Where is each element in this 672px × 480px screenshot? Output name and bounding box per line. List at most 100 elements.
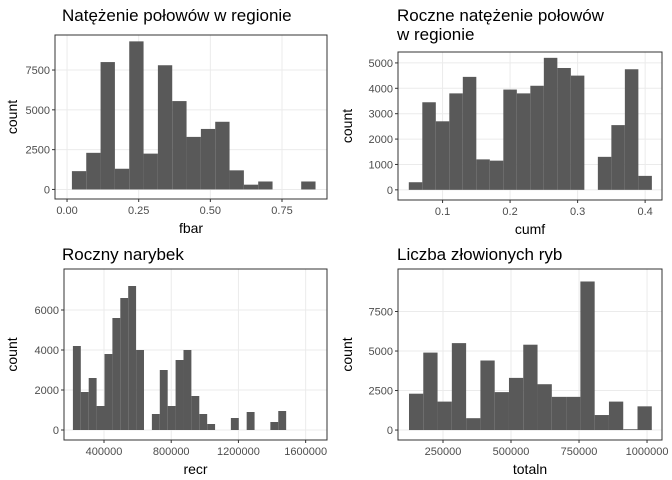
bar xyxy=(246,412,255,430)
bar xyxy=(159,370,168,430)
bar xyxy=(175,360,184,430)
x-tick-label: 1600000 xyxy=(284,446,327,458)
bar xyxy=(462,76,477,190)
x-tick-label: 0.4 xyxy=(637,206,652,218)
bar xyxy=(112,318,121,430)
bar xyxy=(229,170,244,190)
x-tick-label: 0.1 xyxy=(435,206,450,218)
y-tick-label: 0 xyxy=(44,184,50,196)
bar xyxy=(537,384,552,431)
y-tick-label: 2500 xyxy=(26,145,50,157)
chart-title: Roczny narybek xyxy=(62,245,184,264)
y-tick-label: 2500 xyxy=(369,386,393,398)
x-axis-label: recr xyxy=(183,461,207,477)
x-tick-label: 0.25 xyxy=(128,205,149,217)
y-axis-label: count xyxy=(339,109,355,143)
x-axis-label: cumf xyxy=(515,221,545,237)
x-tick-label: 0.75 xyxy=(271,205,292,217)
bars xyxy=(408,57,652,190)
bar xyxy=(566,396,581,431)
bar xyxy=(200,128,216,190)
bar xyxy=(243,184,259,190)
bar xyxy=(608,401,624,431)
panel-border xyxy=(397,268,663,441)
bar xyxy=(494,392,509,431)
bar xyxy=(183,350,192,430)
y-tick-label: 5000 xyxy=(26,105,50,117)
x-tick-label: 0.2 xyxy=(502,206,517,218)
y-tick-label: 7500 xyxy=(26,65,50,77)
x-tick-label: 1000000 xyxy=(626,446,669,458)
x-axis-label: fbar xyxy=(179,220,203,236)
bar xyxy=(530,85,544,190)
bar xyxy=(80,392,89,430)
bar xyxy=(86,152,101,190)
y-tick-label: 0 xyxy=(387,185,393,197)
bars xyxy=(72,286,287,430)
y-tick-label: 3000 xyxy=(369,109,393,121)
y-tick-label: 4000 xyxy=(369,83,393,95)
bar xyxy=(301,181,316,190)
x-tick-label: 0.00 xyxy=(56,205,77,217)
bar xyxy=(191,396,200,430)
bar xyxy=(557,67,571,190)
y-tick-label: 5000 xyxy=(369,346,393,358)
bar xyxy=(480,360,495,431)
bar xyxy=(489,160,504,190)
bar xyxy=(129,41,144,190)
bar xyxy=(451,343,467,431)
bar xyxy=(516,93,531,190)
y-axis-label: count xyxy=(339,337,355,371)
bar xyxy=(270,422,279,430)
bar xyxy=(114,168,130,190)
y-tick-label: 5000 xyxy=(369,58,393,70)
bars xyxy=(408,281,652,431)
bar xyxy=(523,344,538,431)
bar xyxy=(215,121,230,190)
bar xyxy=(104,354,113,430)
y-tick-label: 1000 xyxy=(369,159,393,171)
bar xyxy=(278,411,287,430)
x-tick-label: 0.3 xyxy=(570,206,585,218)
bar xyxy=(597,156,612,190)
x-tick-label: 250000 xyxy=(425,446,462,458)
x-tick-label: 1200000 xyxy=(217,446,260,458)
bar xyxy=(570,75,585,190)
bar xyxy=(408,182,423,190)
bar xyxy=(543,57,558,190)
bar xyxy=(551,396,567,431)
bar xyxy=(88,378,97,430)
bar xyxy=(157,65,173,190)
bar xyxy=(151,414,160,430)
bar xyxy=(128,286,137,430)
panel-border xyxy=(397,51,663,201)
bar xyxy=(580,281,595,431)
chart-title: Natężenie połowów w regionie xyxy=(62,6,292,25)
bar xyxy=(435,121,450,190)
bar xyxy=(594,415,609,431)
bar xyxy=(449,93,463,190)
bars xyxy=(71,41,316,190)
bar xyxy=(120,298,129,430)
bar xyxy=(611,125,625,190)
bar xyxy=(476,159,490,190)
y-tick-label: 0 xyxy=(53,425,59,437)
bar xyxy=(72,346,81,430)
bar xyxy=(143,153,158,190)
x-axis-label: totaln xyxy=(513,461,547,477)
y-axis-label: count xyxy=(4,100,20,134)
bar xyxy=(423,352,438,431)
panel-border xyxy=(54,34,328,200)
bar xyxy=(230,418,239,430)
y-tick-label: 2000 xyxy=(369,134,393,146)
bar xyxy=(638,175,652,190)
y-tick-label: 0 xyxy=(387,425,393,437)
bar xyxy=(172,101,187,190)
chart-title: Roczne natężenie połowów w regionie xyxy=(397,6,604,44)
bar xyxy=(408,393,424,431)
bar xyxy=(186,136,201,190)
bar xyxy=(623,429,638,431)
bar xyxy=(466,418,481,431)
